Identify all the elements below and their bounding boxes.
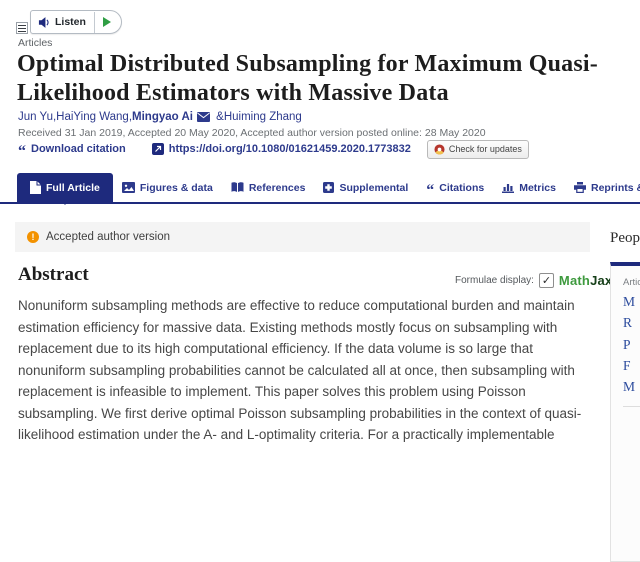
doi-url: https://doi.org/10.1080/01621459.2020.17…	[168, 143, 411, 155]
tab-label: Supplemental	[339, 181, 409, 194]
printer-icon	[573, 182, 586, 193]
tab-figures-data[interactable]: Figures & data	[113, 173, 222, 202]
crossmark-icon	[434, 143, 445, 155]
plus-icon	[323, 182, 335, 193]
related-article-title-line[interactable]: R	[623, 315, 633, 331]
tab-metrics[interactable]: Metrics	[493, 173, 565, 202]
email-icon[interactable]	[196, 112, 210, 122]
book-icon	[231, 182, 244, 193]
download-citation-link[interactable]: “ Download citation	[18, 143, 126, 160]
tab-full-article[interactable]: Full Article	[17, 173, 113, 202]
related-article-title-line[interactable]: M	[623, 379, 636, 395]
quote-icon: “	[18, 143, 26, 160]
download-citation-label: Download citation	[31, 143, 126, 155]
play-icon	[102, 17, 111, 27]
listen-label: Listen	[55, 16, 86, 28]
tab-label: Metrics	[519, 181, 556, 194]
listen-button[interactable]: Listen	[31, 16, 94, 29]
formulae-display-control: Formulae display: ✓ MathJax ?	[455, 273, 632, 288]
mathjax-logo: MathJax	[558, 273, 613, 288]
readspeaker-widget: Listen	[16, 10, 122, 34]
document-icon	[30, 181, 41, 194]
version-notice-text: Accepted author version	[46, 231, 171, 243]
author-link[interactable]: Jun Yu	[18, 111, 53, 123]
related-article-card[interactable]: Article M R P F M	[610, 262, 640, 562]
tab-label: Citations	[439, 181, 485, 194]
divider	[623, 406, 640, 408]
related-article-title-line[interactable]: F	[623, 357, 631, 373]
image-icon	[121, 182, 135, 193]
related-article-title-line[interactable]: M	[623, 294, 636, 309]
tab-references[interactable]: References	[222, 173, 315, 202]
play-button[interactable]	[95, 17, 121, 27]
alert-icon: !	[27, 231, 39, 243]
author-link-corresponding[interactable]: Mingyao Ai	[132, 111, 193, 123]
citation-link-row: “ Download citation https://doi.org/10.1…	[18, 139, 529, 160]
divider	[93, 11, 95, 33]
abstract-heading: Abstract	[18, 264, 89, 285]
speaker-icon	[38, 16, 51, 29]
listen-pill: Listen	[30, 10, 122, 34]
article-tabbar: Full Article Figures & data References S…	[0, 173, 640, 204]
tab-supplemental[interactable]: Supplemental	[314, 173, 417, 202]
abstract-paragraph: Nonuniform subsampling methods are effec…	[18, 298, 582, 442]
check-for-updates-button[interactable]: Check for updates	[426, 139, 529, 159]
mathjax-checkbox[interactable]: ✓	[538, 273, 554, 288]
page-title: Optimal Distributed Subsampling for Maxi…	[17, 51, 598, 106]
author-separator: ,	[128, 111, 133, 123]
author-separator: &	[212, 111, 224, 123]
article-category: Articles	[18, 37, 53, 49]
doi-icon	[151, 143, 164, 155]
related-article-title-line[interactable]: P	[623, 336, 631, 352]
tab-label: Reprints & Permissions	[590, 181, 640, 194]
people-also-read-sidebar: People also read Article M R P F M	[610, 230, 640, 562]
tab-citations[interactable]: “ Citations	[417, 173, 493, 202]
related-article-type-label: Article	[623, 277, 640, 288]
author-link[interactable]: Huiming Zhang	[223, 111, 302, 123]
sidebar-heading: People also read	[610, 230, 640, 246]
chart-icon	[502, 182, 515, 193]
tab-reprints-permissions[interactable]: Reprints & Permissions	[565, 173, 640, 202]
hamburger-icon[interactable]	[16, 22, 28, 34]
doi-link[interactable]: https://doi.org/10.1080/01621459.2020.17…	[151, 143, 411, 155]
quote-icon: “	[426, 181, 435, 199]
version-notice-bar: ! Accepted author version	[15, 222, 590, 252]
check-for-updates-label: Check for updates	[448, 144, 522, 154]
author-list: Jun Yu, HaiYing Wang, Mingyao Ai & Huimi…	[18, 111, 302, 123]
author-link[interactable]: HaiYing Wang	[56, 111, 129, 123]
tab-label: Figures & data	[139, 181, 213, 194]
formulae-display-label: Formulae display:	[455, 275, 534, 286]
tab-label: References	[248, 181, 306, 194]
article-history-dates: Received 31 Jan 2019, Accepted 20 May 20…	[18, 127, 486, 139]
tab-label: Full Article	[46, 181, 100, 194]
author-separator: ,	[52, 111, 57, 123]
